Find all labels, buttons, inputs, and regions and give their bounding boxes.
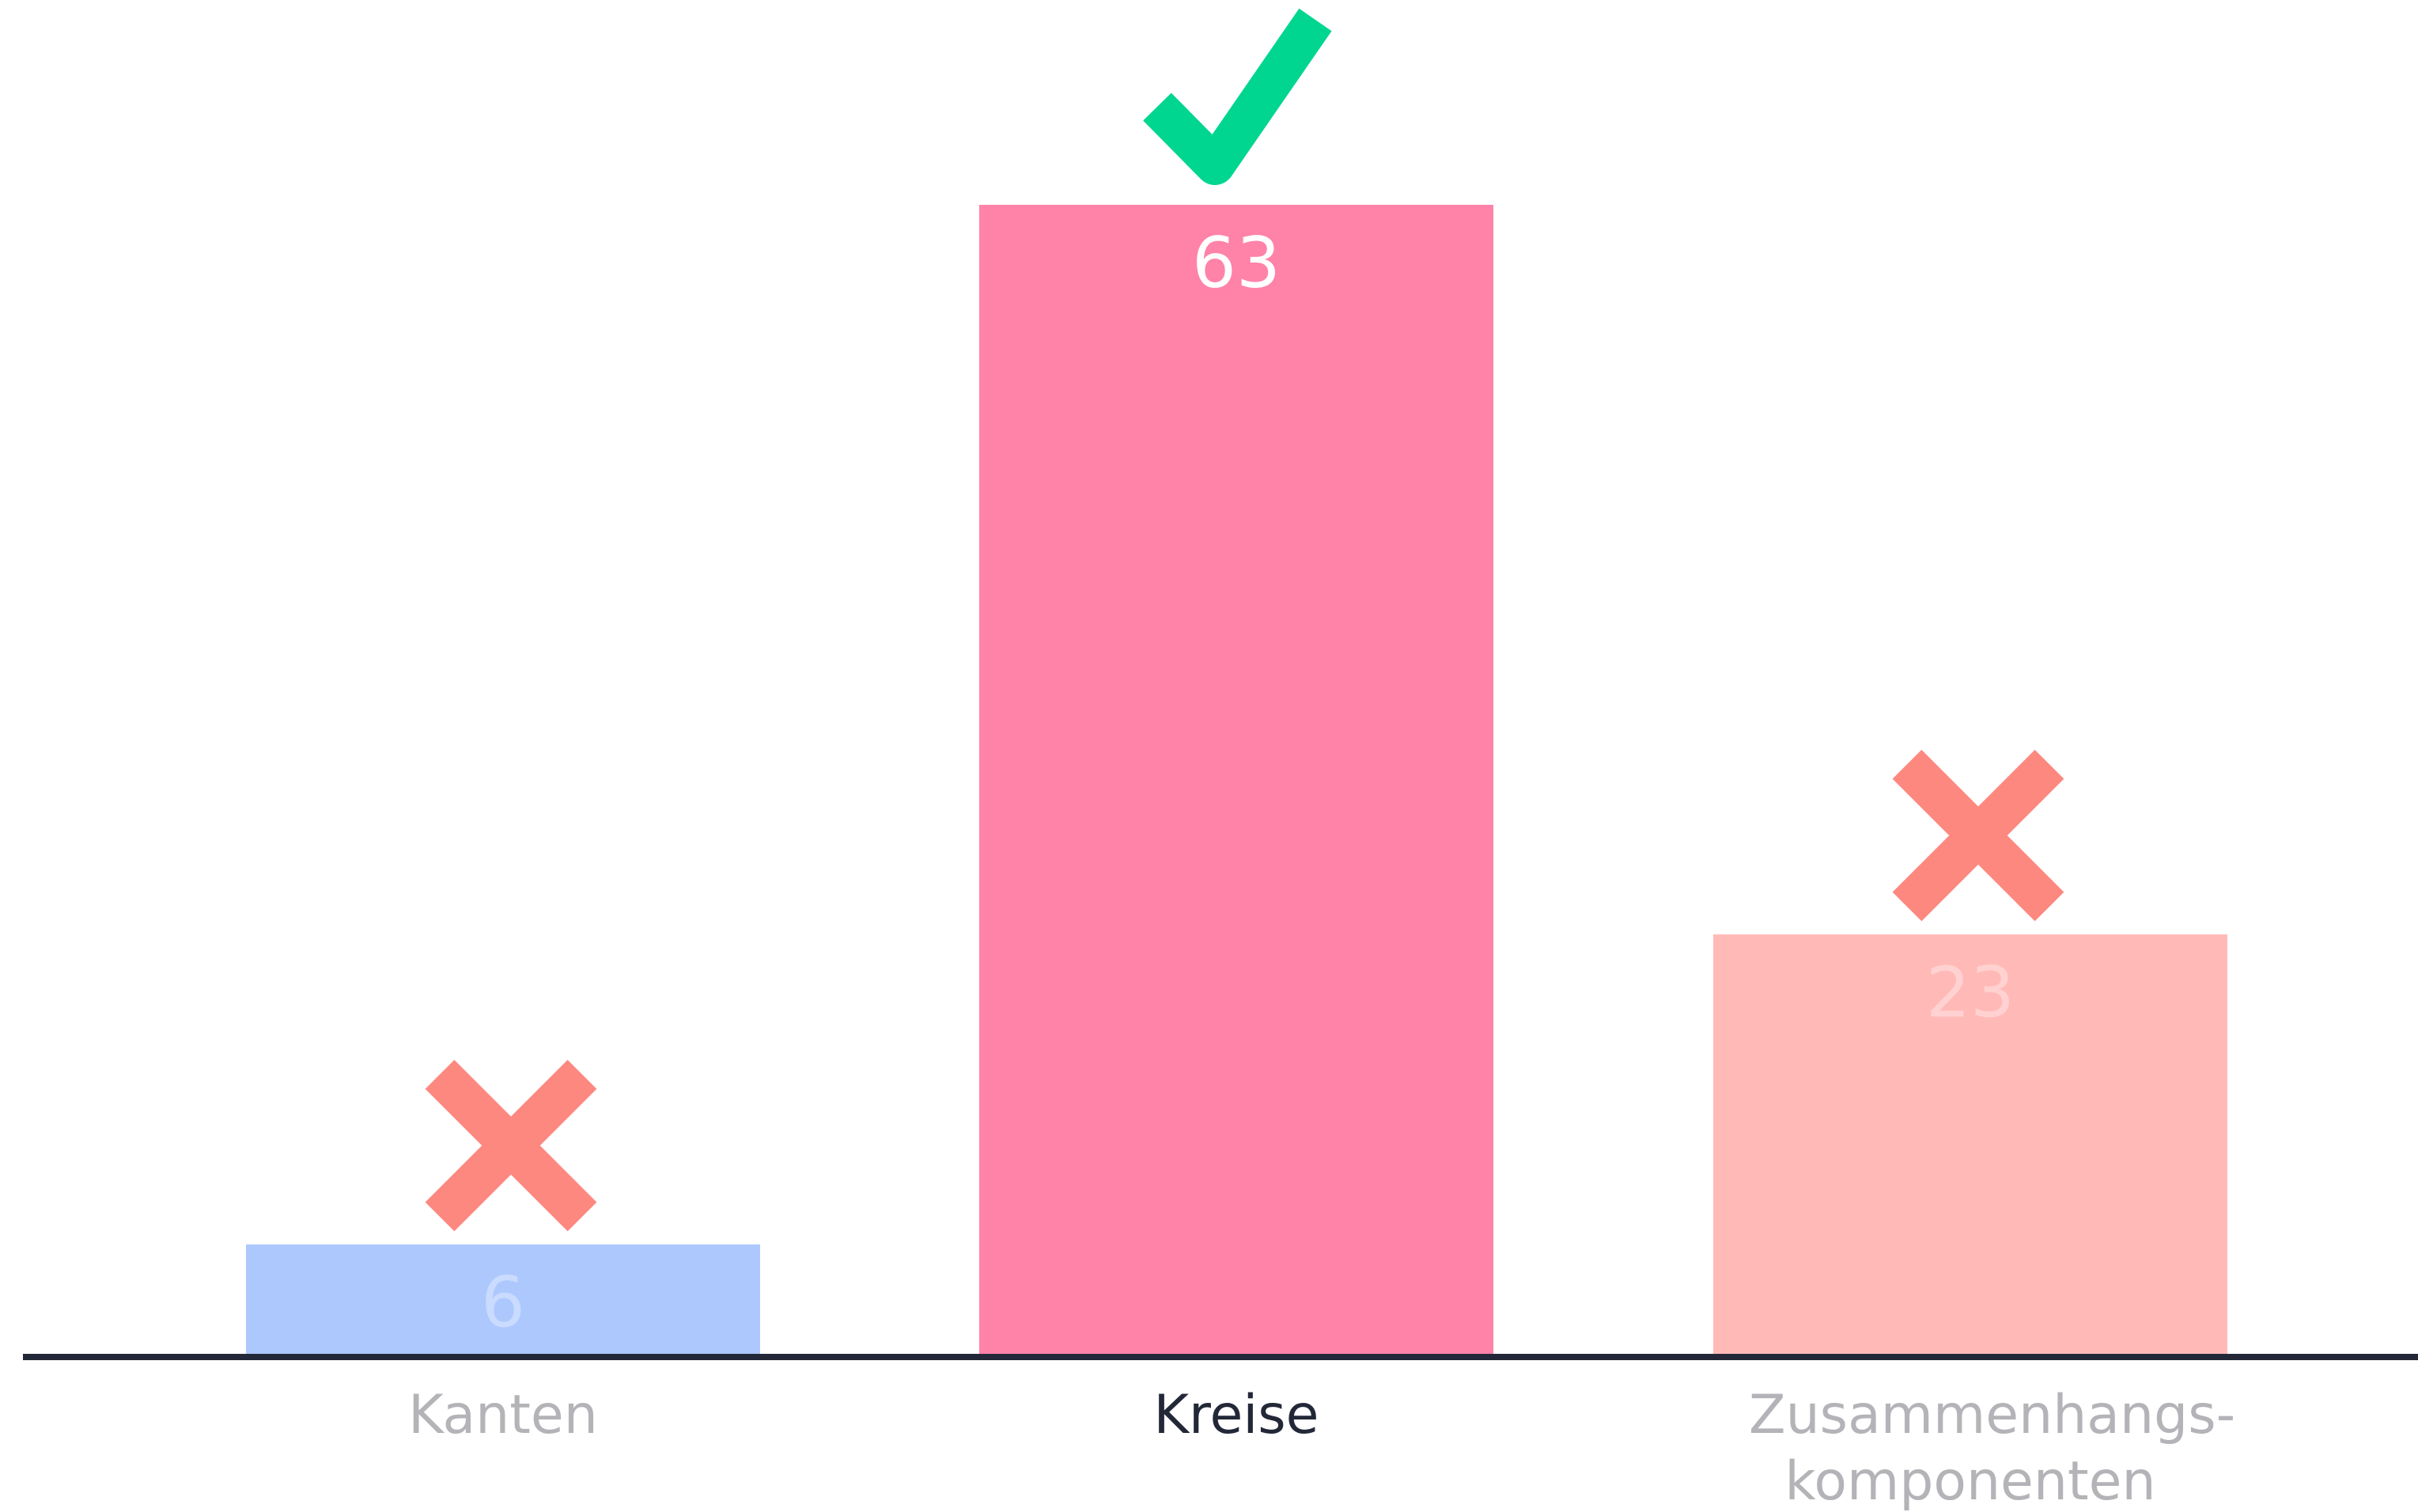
value-label: 63 <box>1192 222 1281 304</box>
bar <box>246 1244 760 1354</box>
cross-icon <box>425 1060 597 1232</box>
check-icon <box>1143 8 1332 185</box>
x-tick-label: Kanten <box>408 1384 598 1446</box>
value-label: 6 <box>481 1262 525 1344</box>
bar <box>1713 934 2227 1354</box>
x-tick-label: Kreise <box>1153 1384 1319 1446</box>
bar <box>979 205 1493 1354</box>
x-tick-label: Zusammenhangs-komponenten <box>1749 1384 2236 1512</box>
cross-icon <box>1892 750 2064 921</box>
value-label: 23 <box>1926 951 2015 1033</box>
